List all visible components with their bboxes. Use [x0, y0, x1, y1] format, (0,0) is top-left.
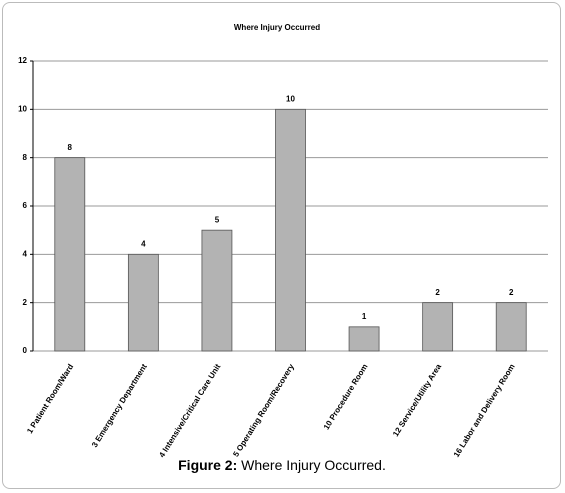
x-tick-label: 16 Labor and Delivery Room [452, 362, 517, 458]
data-label: 4 [141, 239, 146, 248]
y-tick-label: 2 [23, 298, 28, 307]
y-tick-label: 6 [23, 201, 28, 210]
x-tick-label: 1 Patient Room/Ward [25, 362, 75, 435]
data-label: 8 [68, 143, 73, 152]
bar [275, 108, 306, 352]
bar [54, 157, 86, 352]
x-tick-label: 5 Operating Room/Recovery [231, 362, 296, 458]
data-label: 5 [215, 215, 220, 224]
x-tick-label: 12 Service/Utility Area [391, 362, 443, 438]
data-label: 10 [286, 94, 295, 103]
x-tick-label: 4 Intensive/Critical Care Unit [157, 362, 222, 459]
data-label: 2 [509, 288, 514, 297]
y-tick-label: 8 [23, 153, 28, 162]
figure-caption: Figure 2: Where Injury Occurred. [178, 457, 386, 473]
chart-title: Where Injury Occurred [234, 23, 320, 32]
figure-label: Figure 2: [178, 457, 237, 473]
x-tick-label: 3 Emergency Department [90, 362, 149, 449]
y-tick-label: 0 [23, 346, 28, 355]
y-tick-label: 10 [18, 104, 27, 113]
bar [422, 302, 454, 352]
y-tick-label: 12 [18, 56, 27, 65]
bar [201, 229, 233, 352]
bar [495, 302, 527, 352]
bar [127, 253, 159, 352]
x-tick-label: 10 Procedure Room [322, 362, 370, 431]
caption-text: Where Injury Occurred. [241, 457, 386, 473]
figure-frame [2, 2, 561, 489]
data-label: 2 [435, 288, 440, 297]
y-tick-label: 4 [23, 249, 28, 258]
bar [348, 326, 380, 352]
data-label: 1 [362, 312, 367, 321]
